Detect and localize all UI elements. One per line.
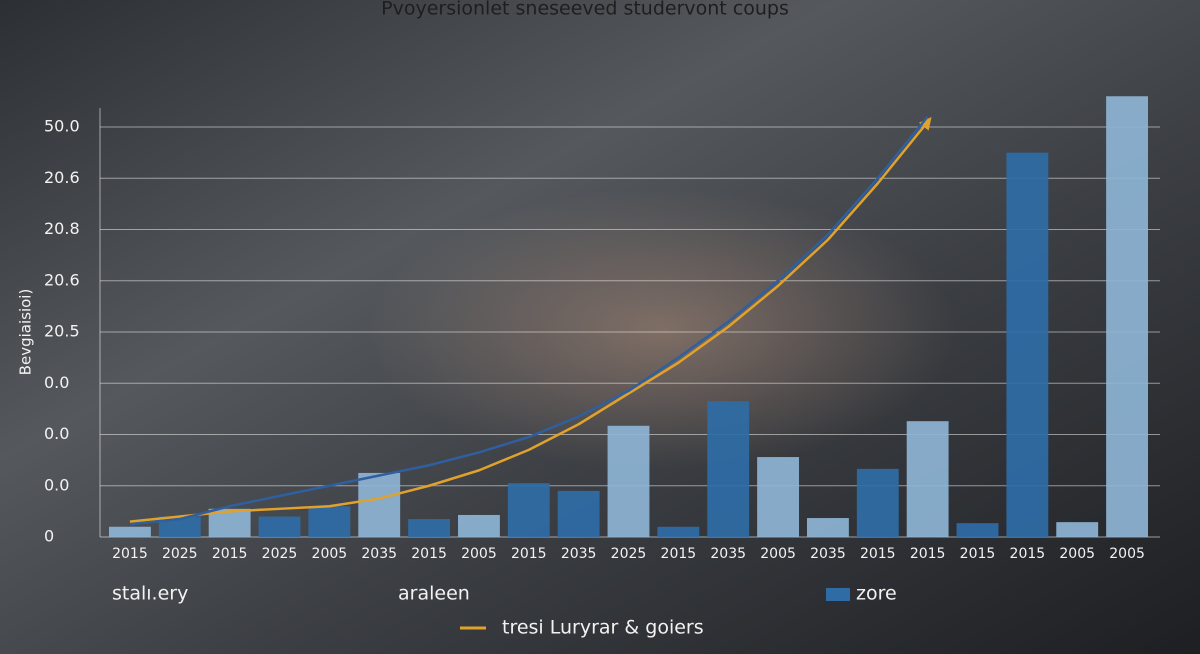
bar — [408, 519, 451, 537]
x-tick-label: 2015 — [661, 546, 697, 562]
x-tick-label: 2005 — [312, 546, 348, 562]
bar — [358, 472, 401, 537]
legend-label: tresi Luryrar & goiers — [502, 617, 704, 639]
x-tick-label: 2015 — [511, 546, 547, 562]
bar — [258, 516, 301, 537]
y-tick-label: 20.8 — [44, 219, 80, 238]
legend-swatch — [826, 588, 850, 601]
x-tick-label: 2035 — [810, 546, 846, 562]
y-tick-label: 0 — [44, 527, 54, 546]
bar — [856, 468, 899, 537]
y-tick-label: 50.0 — [44, 117, 80, 136]
x-tick-label: 2015 — [860, 546, 896, 562]
x-tick-label: 2035 — [710, 546, 746, 562]
bar — [1056, 522, 1099, 537]
y-axis-label: Bevgiaisioi) — [17, 289, 35, 376]
x-tick-label: 2005 — [760, 546, 796, 562]
bar — [707, 401, 750, 537]
bar — [308, 506, 351, 537]
bar — [1006, 152, 1049, 537]
x-tick-label: 2005 — [1059, 546, 1095, 562]
x-tick-label: 2015 — [1010, 546, 1046, 562]
bar — [1106, 96, 1149, 537]
bar — [906, 421, 949, 537]
bar — [507, 483, 550, 537]
x-tick-label: 2025 — [162, 546, 198, 562]
x-tick-label: 2015 — [411, 546, 447, 562]
x-tick-label: 2015 — [112, 546, 148, 562]
x-tick-label: 2025 — [262, 546, 298, 562]
bar — [657, 526, 700, 537]
bar — [457, 514, 500, 537]
x-tick-label: 2015 — [212, 546, 248, 562]
bar — [158, 516, 201, 537]
x-tick-label: 2015 — [910, 546, 946, 562]
line — [129, 115, 929, 526]
annotation: araleen — [398, 583, 470, 605]
line — [129, 117, 932, 523]
bar — [806, 518, 849, 537]
bar — [607, 425, 650, 537]
legend: zore tresi Luryrar & goiers — [460, 583, 897, 639]
x-tick-label: 2005 — [1109, 546, 1145, 562]
y-tick-label: 0.0 — [44, 475, 69, 494]
bar — [108, 526, 151, 537]
y-tick-label: 0.0 — [44, 373, 69, 392]
y-tick-label: 20.6 — [44, 270, 80, 289]
x-tick-label: 2015 — [960, 546, 996, 562]
y-tick-label: 20.5 — [44, 322, 80, 341]
y-tick-label: 20.6 — [44, 168, 80, 187]
annotation: stalı.ery — [112, 583, 188, 605]
legend-label: zore — [856, 583, 897, 605]
chart-title: Pvoyersionlet snesееved studervont coups — [381, 0, 789, 20]
bar — [956, 523, 999, 537]
x-tick-label: 2035 — [361, 546, 397, 562]
x-tick-label: 2025 — [611, 546, 647, 562]
x-tick-label: 2005 — [461, 546, 497, 562]
bar — [557, 490, 600, 537]
y-tick-label: 0.0 — [44, 424, 69, 443]
bar — [757, 457, 800, 537]
x-tick-label: 2035 — [561, 546, 597, 562]
